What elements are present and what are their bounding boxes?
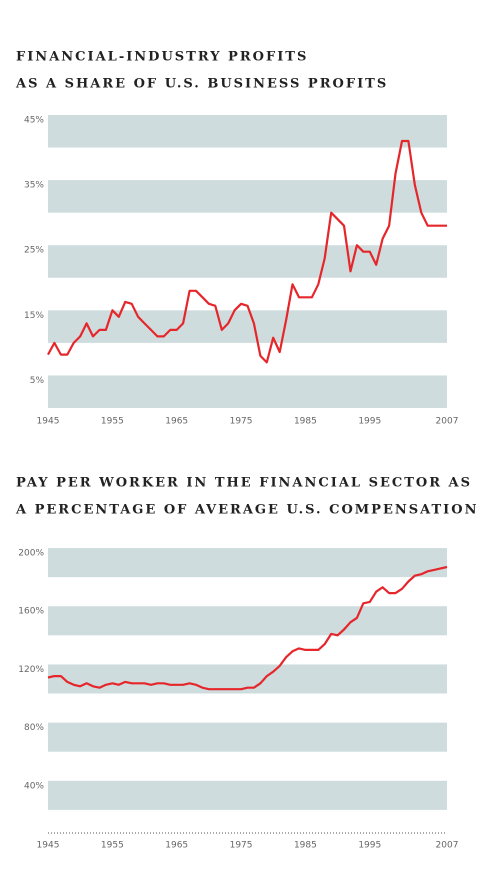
grid-band [48, 245, 447, 278]
data-line [47, 565, 448, 691]
x-tick-label: 1985 [294, 841, 317, 851]
y-tick-label: 40% [24, 781, 44, 791]
x-tick-label: 1995 [358, 417, 381, 427]
y-tick-label: 5% [30, 376, 45, 386]
grid-band [48, 180, 447, 213]
chart-title: A PERCENTAGE OF AVERAGE U.S. COMPENSATIO… [15, 503, 478, 518]
data-line [47, 139, 447, 364]
x-tick-label: 2007 [436, 841, 459, 851]
x-tick-label: 2007 [436, 417, 459, 427]
x-tick-label: 1965 [165, 417, 188, 427]
x-tick-label: 1985 [294, 417, 317, 427]
grid-band [48, 115, 447, 148]
x-tick-label: 1945 [37, 417, 60, 427]
grid-band [48, 606, 447, 636]
x-tick-label: 1995 [358, 841, 381, 851]
grid-band [48, 310, 447, 343]
x-tick-label: 1945 [37, 841, 60, 851]
x-tick-label: 1975 [230, 417, 253, 427]
y-tick-label: 120% [18, 665, 44, 675]
x-tick-label: 1955 [101, 417, 124, 427]
chart-title: PAY PER WORKER IN THE FINANCIAL SECTOR A… [16, 476, 472, 491]
y-tick-label: 80% [24, 723, 44, 733]
y-tick-label: 25% [24, 246, 44, 256]
grid-band [48, 548, 447, 578]
grid-band [48, 664, 447, 694]
y-tick-label: 15% [24, 311, 44, 321]
grid-band [48, 780, 447, 810]
x-tick-label: 1955 [101, 841, 124, 851]
y-tick-label: 45% [24, 116, 44, 126]
chart-title: AS A SHARE OF U.S. BUSINESS PROFITS [15, 77, 388, 92]
y-tick-label: 160% [18, 607, 44, 617]
grid-band [48, 375, 447, 408]
x-tick-label: 1965 [165, 841, 188, 851]
chart-title: FINANCIAL-INDUSTRY PROFITS [16, 50, 308, 65]
y-tick-label: 35% [24, 181, 44, 191]
y-tick-label: 200% [18, 549, 44, 559]
grid-band [48, 722, 447, 752]
x-tick-label: 1975 [230, 841, 253, 851]
